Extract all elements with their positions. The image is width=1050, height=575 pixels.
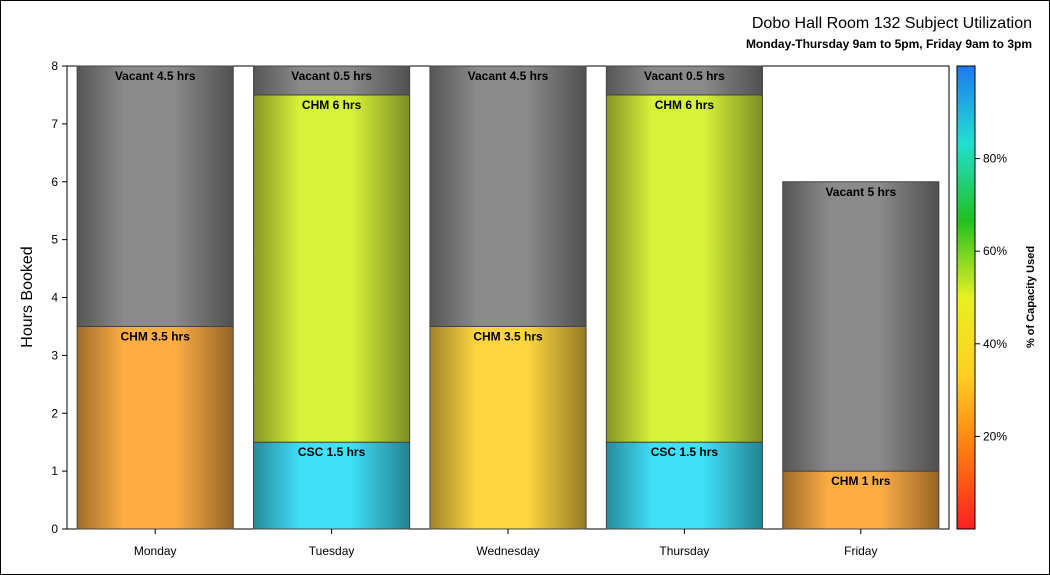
y-tick-label: 3 [51,348,58,362]
bar-segment [76,325,234,530]
colorbar-tick-label: 60% [983,244,1007,258]
x-axis: Monday Tuesday Wednesday Thursday Friday [134,529,877,558]
bar-tuesday: CSC 1.5 hrs CHM 6 hrs Vacant 0.5 hrs [253,65,411,530]
y-tick-label: 0 [51,522,58,536]
y-tick-label: 2 [51,406,58,420]
y-axis: 0 1 2 3 4 5 6 7 8 [51,59,67,536]
bar-thursday: CSC 1.5 hrs CHM 6 hrs Vacant 0.5 hrs [605,65,763,530]
x-tick-label: Friday [844,544,877,558]
bar-segment [605,441,763,530]
y-axis-label: Hours Booked [19,246,36,347]
y-tick-label: 6 [51,175,58,189]
x-tick-label: Tuesday [309,544,355,558]
segment-label: CHM 6 hrs [655,98,715,112]
bar-segment [76,65,234,327]
colorbar-tick-label: 20% [983,429,1007,443]
bar-monday: CHM 3.5 hrs Vacant 4.5 hrs [76,65,234,530]
bar-segment [253,441,411,530]
segment-label: CHM 3.5 hrs [121,329,191,343]
colorbar-scale [956,65,976,530]
segment-label: CSC 1.5 hrs [651,445,719,459]
colorbar-tick-label: 80% [983,152,1007,166]
segment-label: Vacant 0.5 hrs [291,69,372,83]
x-tick-label: Monday [134,544,177,558]
segment-label: CHM 6 hrs [302,98,362,112]
x-tick-label: Thursday [659,544,709,558]
chart-subtitle: Monday-Thursday 9am to 5pm, Friday 9am t… [746,37,1032,51]
bars-layer: CHM 3.5 hrs Vacant 4.5 hrs CSC 1.5 hrs CHM … [76,65,940,530]
segment-label: CHM 1 hrs [831,474,891,488]
bar-segment [429,65,587,327]
bar-segment [605,94,763,443]
y-tick-label: 4 [51,291,58,305]
bar-wednesday: CHM 3.5 hrs Vacant 4.5 hrs [429,65,587,530]
bar-segment [253,65,411,96]
y-tick-label: 5 [51,233,58,247]
bar-segment [782,470,940,530]
segment-label: Vacant 4.5 hrs [468,69,549,83]
chart-title: Dobo Hall Room 132 Subject Utilization [752,15,1032,32]
bar-segment [782,181,940,472]
bar-segment [429,325,587,530]
segment-label: CSC 1.5 hrs [298,445,366,459]
x-tick-label: Wednesday [476,544,539,558]
bar-segment [605,65,763,96]
y-tick-label: 1 [51,464,58,478]
colorbar-label: % of Capacity Used [1025,246,1037,348]
segment-label: CHM 3.5 hrs [473,329,543,343]
y-tick-label: 7 [51,117,58,131]
segment-label: Vacant 4.5 hrs [115,69,196,83]
bar-segment [253,94,411,443]
y-tick-label: 8 [51,59,58,73]
bar-friday: CHM 1 hrs Vacant 5 hrs [782,181,940,530]
segment-label: Vacant 5 hrs [825,185,896,199]
segment-label: Vacant 0.5 hrs [644,69,725,83]
colorbar: 20% 40% 60% 80% [956,65,1007,530]
colorbar-tick-label: 40% [983,337,1007,351]
